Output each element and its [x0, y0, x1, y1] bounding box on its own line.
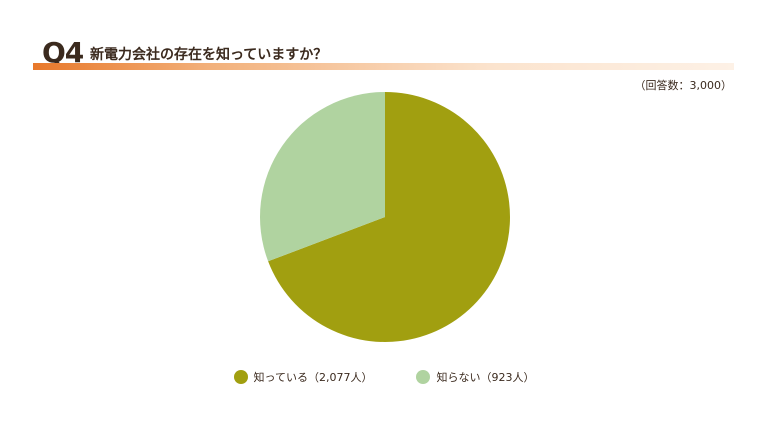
question-header: Q4 新電力会社の存在を知っていますか？: [40, 38, 734, 72]
legend-swatch: [416, 370, 431, 384]
pie-slice-known: [268, 92, 510, 342]
respondent-count: （回答数：3,000）: [634, 79, 733, 92]
pie-chart: [255, 87, 515, 347]
legend-label: 知っている（2,077人）: [253, 371, 373, 384]
legend-swatch: [233, 370, 248, 384]
pie-slice-unknown: [260, 92, 385, 262]
question-title: 新電力会社の存在を知っていますか？: [90, 47, 328, 63]
legend-item-known: 知っている（2,077人）: [233, 369, 373, 385]
pie-svg: [260, 92, 510, 342]
legend-item-unknown: 知らない（923人）: [416, 369, 534, 385]
header-accent-bar: [33, 63, 734, 70]
question-number: Q4: [42, 36, 84, 69]
legend-label: 知らない（923人）: [436, 371, 535, 384]
chart-legend: 知っている（2,077人） 知らない（923人）: [0, 369, 768, 385]
